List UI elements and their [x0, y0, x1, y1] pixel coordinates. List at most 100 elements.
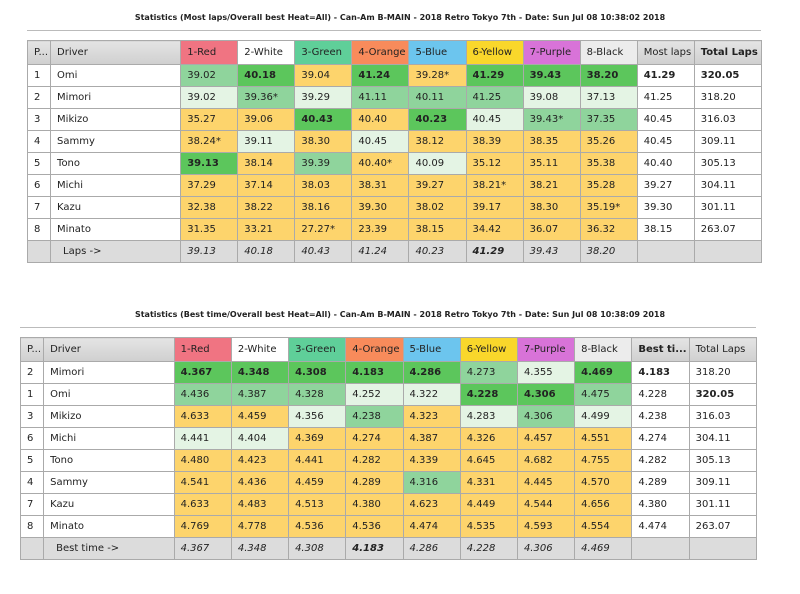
column-header-total-laps[interactable]: Total Laps	[693, 40, 763, 65]
best-cell: 41.29	[636, 64, 695, 87]
divider	[27, 30, 761, 31]
footer-best-cell: 40.18	[237, 240, 296, 263]
lane-cell: 4.316	[402, 471, 461, 494]
column-header-1-red[interactable]: 1-Red	[173, 337, 232, 362]
best-cell: 40.45	[636, 108, 695, 131]
lane-cell: 41.24	[351, 64, 410, 87]
driver-cell: Minato	[43, 515, 175, 538]
column-header-8-black[interactable]: 8-Black	[574, 337, 633, 362]
table-row: 6 Michi 4.441 4.404 4.369 4.274 4.387 4.326 4.45…	[19, 427, 758, 450]
lane-cell: 38.14	[237, 152, 296, 175]
lane-cell: 37.29	[180, 174, 239, 197]
driver-cell: Tono	[50, 152, 182, 175]
column-header-4-orange[interactable]: 4-Orange	[351, 40, 410, 65]
lane-cell: 4.449	[459, 493, 518, 516]
lane-cell: 4.289	[345, 471, 404, 494]
lane-cell: 4.656	[574, 493, 633, 516]
column-header-6-yellow[interactable]: 6-Yellow	[465, 40, 524, 65]
lane-cell: 4.499	[574, 405, 633, 428]
table-row: 4 Sammy 38.24* 39.11 38.30 40.45 38.12 38.39 38.…	[26, 130, 763, 153]
column-header-5-blue[interactable]: 5-Blue	[402, 337, 461, 362]
lane-cell: 38.20	[579, 64, 638, 87]
driver-cell: Tono	[43, 449, 175, 472]
lane-cell: 4.273	[459, 361, 518, 384]
column-header-p[interactable]: P...	[26, 40, 52, 65]
column-header-total-laps[interactable]: Total Laps	[688, 337, 758, 362]
total-cell: 320.05	[688, 383, 758, 406]
lane-cell: 38.24*	[180, 130, 239, 153]
lane-cell: 4.436	[230, 471, 290, 494]
footer-blank	[636, 240, 695, 263]
total-cell: 304.11	[688, 427, 758, 450]
footer-blank	[26, 240, 52, 263]
lane-cell: 4.554	[574, 515, 633, 538]
total-cell: 305.13	[693, 152, 763, 175]
lane-cell: 40.09	[408, 152, 467, 175]
best-cell: 4.238	[631, 405, 690, 428]
column-header-driver[interactable]: Driver	[50, 40, 182, 65]
lane-cell: 40.45	[465, 108, 524, 131]
lane-cell: 4.544	[516, 493, 576, 516]
column-header-1-red[interactable]: 1-Red	[180, 40, 239, 65]
column-header-2-white[interactable]: 2-White	[237, 40, 296, 65]
position-cell: 1	[19, 383, 45, 406]
lane-cell: 27.27*	[294, 218, 353, 241]
lane-cell: 4.286	[402, 361, 461, 384]
lane-cell: 4.387	[230, 383, 290, 406]
total-cell: 309.11	[688, 471, 758, 494]
column-header-3-green[interactable]: 3-Green	[288, 337, 347, 362]
lane-cell: 4.306	[516, 383, 576, 406]
best-time-table: P... Driver 1-Red 2-White 3-Green 4-Orange 5-B…	[19, 337, 758, 560]
best-cell: 40.40	[636, 152, 695, 175]
lane-cell: 38.21	[522, 174, 581, 197]
footer-label: Best time ->	[43, 537, 175, 560]
column-header-6-yellow[interactable]: 6-Yellow	[459, 337, 518, 362]
lane-cell: 4.459	[288, 471, 347, 494]
lane-cell: 39.08	[522, 86, 581, 109]
lane-cell: 4.778	[230, 515, 290, 538]
column-header-3-green[interactable]: 3-Green	[294, 40, 353, 65]
lane-cell: 4.475	[574, 383, 633, 406]
footer-row: Laps -> 39.13 40.18 40.43 41.24 40.23 41.29 39.…	[26, 240, 763, 263]
column-header-p[interactable]: P...	[19, 337, 45, 362]
lane-cell: 41.11	[351, 86, 410, 109]
lane-cell: 38.39	[465, 130, 524, 153]
table-row: 2 Mimori 4.367 4.348 4.308 4.183 4.286 4.273 4.3…	[19, 361, 758, 384]
column-header-7-purple[interactable]: 7-Purple	[516, 337, 576, 362]
column-header-8-black[interactable]: 8-Black	[579, 40, 638, 65]
footer-blank	[19, 537, 45, 560]
column-header-best-ti[interactable]: Best ti...	[631, 337, 690, 362]
footer-blank	[688, 537, 758, 560]
best-cell: 4.380	[631, 493, 690, 516]
footer-blank	[693, 240, 763, 263]
column-header-2-white[interactable]: 2-White	[230, 337, 290, 362]
column-header-7-purple[interactable]: 7-Purple	[522, 40, 581, 65]
driver-cell: Minato	[50, 218, 182, 241]
column-header-4-orange[interactable]: 4-Orange	[345, 337, 404, 362]
column-header-5-blue[interactable]: 5-Blue	[408, 40, 467, 65]
footer-best-cell: 4.348	[230, 537, 290, 560]
lane-cell: 39.29	[294, 86, 353, 109]
lane-cell: 38.12	[408, 130, 467, 153]
lane-cell: 40.23	[408, 108, 467, 131]
lane-cell: 34.42	[465, 218, 524, 241]
total-cell: 301.11	[693, 196, 763, 219]
table-row: 3 Mikizo 4.633 4.459 4.356 4.238 4.323 4.283 4.3…	[19, 405, 758, 428]
best-cell: 4.183	[631, 361, 690, 384]
footer-blank	[631, 537, 690, 560]
lane-cell: 39.02	[180, 86, 239, 109]
lane-cell: 4.282	[345, 449, 404, 472]
lane-cell: 4.480	[173, 449, 232, 472]
lane-cell: 39.28*	[408, 64, 467, 87]
column-header-most-laps[interactable]: Most laps	[636, 40, 695, 65]
footer-best-cell: 4.183	[345, 537, 404, 560]
driver-cell: Mikizo	[43, 405, 175, 428]
best-cell: 40.45	[636, 130, 695, 153]
column-header-driver[interactable]: Driver	[43, 337, 175, 362]
best-cell: 4.474	[631, 515, 690, 538]
lane-cell: 4.633	[173, 493, 232, 516]
total-cell: 320.05	[693, 64, 763, 87]
lane-cell: 4.331	[459, 471, 518, 494]
position-cell: 3	[26, 108, 52, 131]
footer-best-cell: 40.23	[408, 240, 467, 263]
